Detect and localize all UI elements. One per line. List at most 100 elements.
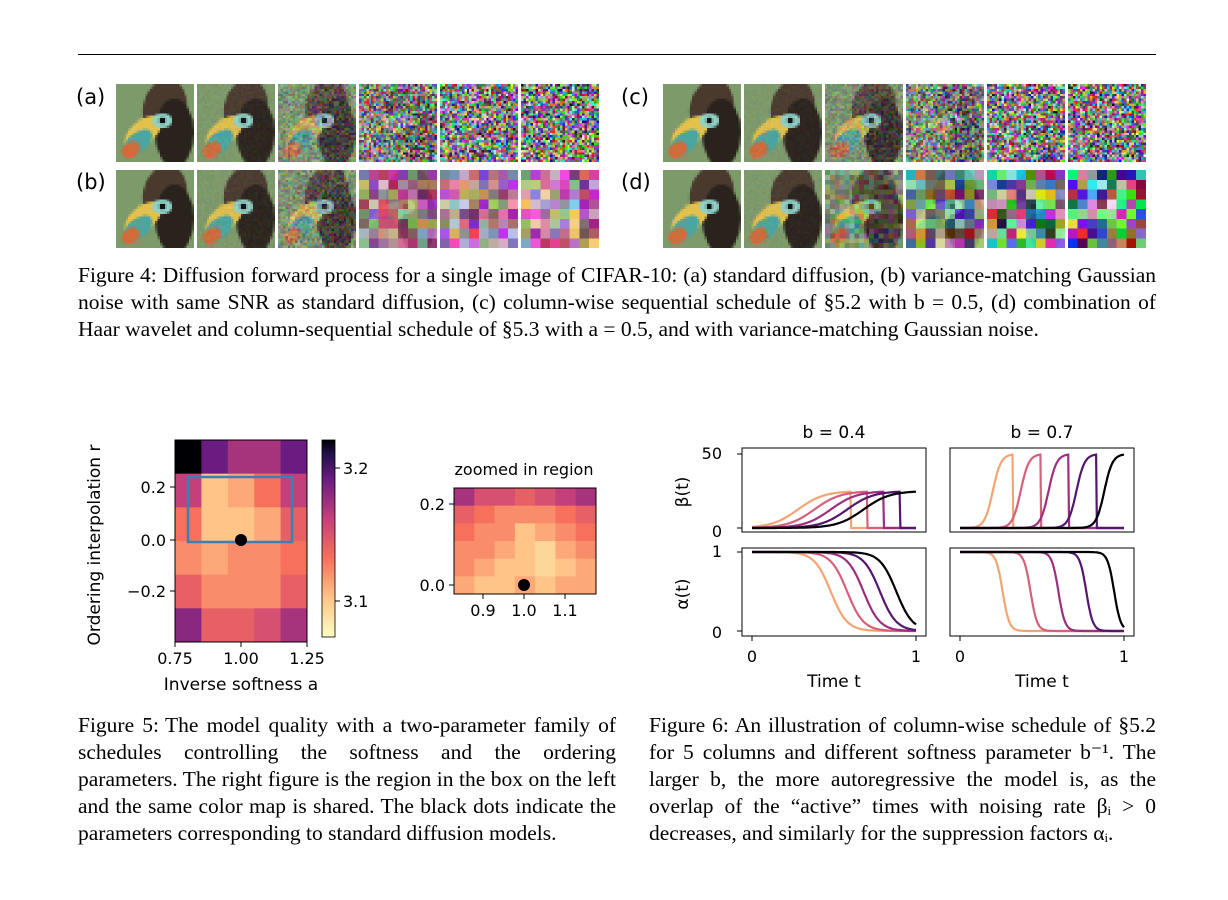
- toucan-thumbnail: [1068, 84, 1146, 162]
- fig5-left-cell: [201, 473, 229, 508]
- fig5-left-cell: [175, 440, 202, 475]
- fig5-right-cell: [535, 558, 556, 577]
- toucan-thumbnail: [987, 84, 1065, 162]
- fig5-right-cell: [454, 576, 475, 595]
- fig5-right-xtick-1: 0.9: [470, 601, 495, 620]
- figure4-caption-text: Diffusion forward process for a single i…: [78, 263, 1157, 341]
- fig5-right-dot: [518, 579, 530, 591]
- fig5-left-cell: [280, 574, 308, 609]
- fig5-right-frame: [453, 487, 597, 595]
- fig5-left-cell: [280, 608, 308, 643]
- fig6-alpha-line: [960, 550, 1124, 633]
- fig5-left-cell: [227, 541, 255, 576]
- figure6-caption-lead: Figure 6:: [649, 713, 729, 737]
- toucan-thumbnail: [359, 84, 437, 162]
- toucan-strip-a: [116, 84, 599, 162]
- fig5-right-cell: [494, 558, 516, 577]
- toucan-thumbnail: [744, 170, 822, 248]
- toucan-thumbnail: [663, 84, 741, 162]
- fig5-left-cell: [227, 608, 255, 643]
- fig5-right-cell: [454, 541, 475, 560]
- fig5-left-cell: [254, 574, 282, 609]
- fig5-left-cell: [175, 541, 202, 576]
- fig6-beta-frame: [949, 447, 1135, 533]
- fig6-beta-line: [752, 490, 916, 530]
- fig6-beta-frame: [741, 447, 927, 533]
- fig5-right-cell: [535, 523, 556, 542]
- toucan-thumbnail: [906, 84, 984, 162]
- fig5-left-cell: [254, 440, 282, 475]
- fig5-left-cell: [201, 507, 229, 542]
- toucan-strip-b: [116, 170, 599, 248]
- fig6-ylabel-bottom: α(t): [673, 578, 693, 609]
- toucan-thumbnail: [521, 84, 599, 162]
- fig5-right-cell: [494, 488, 516, 507]
- fig5-right-ytick-1: 0.2: [420, 495, 445, 514]
- panel-label-a: (a): [76, 85, 106, 109]
- fig6-ytick-top-2: 0: [712, 522, 722, 541]
- fig6-alpha-line: [752, 550, 917, 626]
- fig5-left-cell: [254, 473, 282, 508]
- fig5-right-cell: [514, 523, 536, 542]
- fig5-ylabel: Ordering interpolation r: [85, 445, 105, 646]
- fig6-xtick-2a: 0: [955, 647, 965, 666]
- figure5-plots: Ordering interpolation r 0.2 0.0 −0.2 0.…: [70, 405, 630, 700]
- top-rule: [78, 54, 1156, 55]
- fig5-left-cell: [201, 574, 229, 609]
- fig5-xtick-3: 1.25: [289, 649, 325, 668]
- fig5-right-cell: [474, 576, 496, 595]
- toucan-thumbnail: [825, 170, 903, 248]
- toucan-thumbnail: [278, 170, 356, 248]
- fig6-ytick-top-1: 50: [702, 444, 722, 463]
- fig6-col-title-1: b = 0.4: [803, 423, 866, 443]
- fig5-ytick-3: −0.2: [127, 582, 166, 601]
- toucan-thumbnail: [987, 170, 1065, 248]
- fig6-xtick-1a: 0: [747, 647, 757, 666]
- fig5-right-cell: [555, 541, 577, 560]
- fig5-left-cell: [280, 473, 308, 508]
- panel-label-b: (b): [76, 170, 106, 194]
- fig5-right-cell: [535, 505, 556, 524]
- fig6-col-title-2: b = 0.7: [1011, 423, 1074, 443]
- fig5-right-cell: [474, 523, 496, 542]
- fig5-right-cell: [555, 505, 577, 524]
- fig5-right-cell: [494, 576, 516, 595]
- fig5-right-cell: [555, 488, 577, 507]
- fig5-left-cell: [227, 473, 255, 508]
- fig5-right-cell: [474, 558, 496, 577]
- fig5-colorbar: [321, 439, 336, 638]
- toucan-thumbnail: [440, 170, 518, 248]
- toucan-thumbnail: [663, 170, 741, 248]
- fig6-ytick-bottom-2: 0: [712, 623, 722, 642]
- fig5-left-cell: [254, 608, 282, 643]
- toucan-thumbnail: [906, 170, 984, 248]
- toucan-thumbnail: [440, 84, 518, 162]
- fig5-right-cell: [535, 541, 556, 560]
- fig6-alpha-line: [960, 550, 1124, 633]
- fig5-ytick-1: 0.2: [141, 478, 166, 497]
- fig5-left-cell: [175, 574, 202, 609]
- fig5-right-cell: [514, 488, 536, 507]
- fig6-alpha-frame: [741, 547, 927, 637]
- fig5-right-cell: [575, 488, 597, 507]
- fig5-left-cell: [227, 440, 255, 475]
- fig5-right-cell: [555, 558, 577, 577]
- fig6-ytick-bottom-1: 1: [712, 542, 722, 561]
- fig5-left-cell: [175, 608, 202, 643]
- fig5-right-cell: [555, 523, 577, 542]
- fig5-right-cell: [575, 505, 597, 524]
- fig5-right-cell: [535, 576, 556, 595]
- figure6-caption-text: An illustration of column-wise schedule …: [649, 713, 1156, 845]
- fig5-right-cell: [454, 488, 475, 507]
- figure5-caption: Figure 5: The model quality with a two-pa…: [78, 712, 616, 847]
- fig5-right-cell: [535, 488, 556, 507]
- toucan-thumbnail: [278, 84, 356, 162]
- toucan-thumbnail: [116, 170, 194, 248]
- fig6-panels: [737, 447, 1135, 641]
- fig5-right-cell: [454, 505, 475, 524]
- fig5-left-dot: [235, 534, 247, 546]
- fig5-right-cell: [494, 541, 516, 560]
- fig5-right-cell: [575, 576, 597, 595]
- fig5-right-cell: [514, 505, 536, 524]
- fig5-right-cell: [474, 505, 496, 524]
